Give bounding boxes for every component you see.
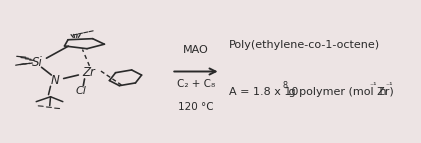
Text: A = 1.8 x 10: A = 1.8 x 10: [229, 87, 298, 97]
Text: 8: 8: [282, 81, 287, 90]
Text: g polymer (mol Zr): g polymer (mol Zr): [285, 87, 394, 97]
Text: ⁻¹: ⁻¹: [370, 81, 377, 90]
Text: MAO: MAO: [183, 45, 209, 55]
Text: Poly(ethylene-co-1-octene): Poly(ethylene-co-1-octene): [229, 40, 380, 50]
Text: Zr: Zr: [82, 66, 95, 79]
Text: Cl: Cl: [76, 86, 87, 96]
Text: C₂ + C₈: C₂ + C₈: [177, 79, 215, 89]
Text: h: h: [376, 87, 387, 97]
Text: Si: Si: [32, 56, 43, 69]
Text: N: N: [50, 74, 59, 87]
Text: 120 °C: 120 °C: [178, 102, 214, 112]
Text: ⁻¹: ⁻¹: [385, 81, 393, 90]
